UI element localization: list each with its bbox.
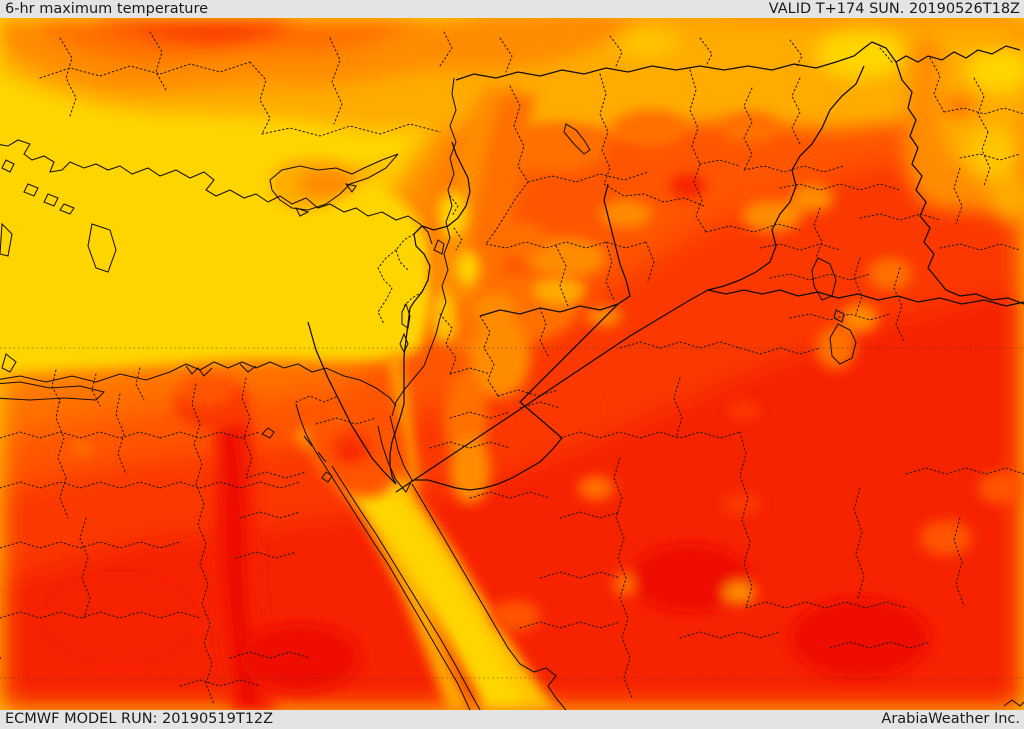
footer-bar: ECMWF MODEL RUN: 20190519T12Z ArabiaWeat… xyxy=(0,710,1024,729)
provider-label: ArabiaWeather Inc. xyxy=(881,711,1020,727)
model-run-label: ECMWF MODEL RUN: 20190519T12Z xyxy=(5,711,274,727)
forecast-map[interactable] xyxy=(0,18,1024,710)
national-borders xyxy=(0,41,1024,659)
chart-title: 6-hr maximum temperature xyxy=(5,1,209,17)
coastlines xyxy=(0,77,1024,710)
subnational-borders xyxy=(0,31,1024,705)
graticule xyxy=(0,347,1024,679)
temperature-shading xyxy=(0,18,1024,710)
header-bar: 6-hr maximum temperature VALID T+174 SUN… xyxy=(0,0,1024,18)
valid-time-label: VALID T+174 SUN. 20190526T18Z xyxy=(768,1,1020,17)
temperature-contour-map xyxy=(0,18,1024,710)
